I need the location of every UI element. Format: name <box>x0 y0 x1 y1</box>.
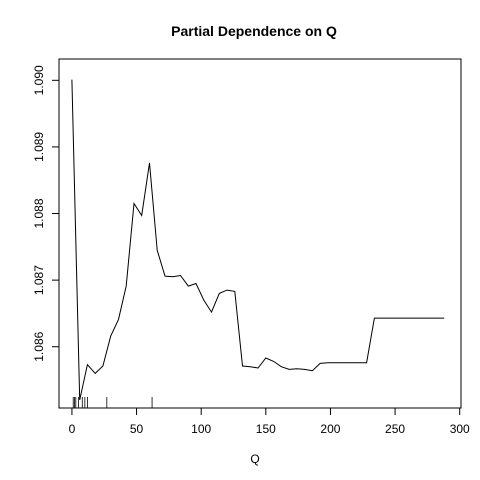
x-tick-label: 300 <box>450 422 470 436</box>
x-axis-ticks: 0 50 100 150 200 250 300 <box>69 408 470 436</box>
x-tick-label: 250 <box>385 422 405 436</box>
y-axis-ticks: 1.086 1.087 1.088 1.089 1.090 <box>32 65 59 362</box>
y-tick-label: 1.090 <box>32 65 46 95</box>
y-tick-label: 1.087 <box>32 265 46 295</box>
y-tick-label: 1.088 <box>32 198 46 228</box>
y-tick-label: 1.089 <box>32 132 46 162</box>
plot-frame <box>58 58 462 409</box>
x-tick-label: 200 <box>320 422 340 436</box>
x-axis-title: Q <box>250 452 259 466</box>
x-tick-label: 50 <box>130 422 144 436</box>
y-tick-label: 1.086 <box>32 331 46 361</box>
rug-marks <box>72 397 153 408</box>
x-tick-label: 150 <box>256 422 276 436</box>
chart-title: Partial Dependence on Q <box>171 23 337 39</box>
partial-dependence-line <box>71 79 445 401</box>
x-tick-label: 100 <box>191 422 211 436</box>
x-tick-label: 0 <box>69 422 76 436</box>
